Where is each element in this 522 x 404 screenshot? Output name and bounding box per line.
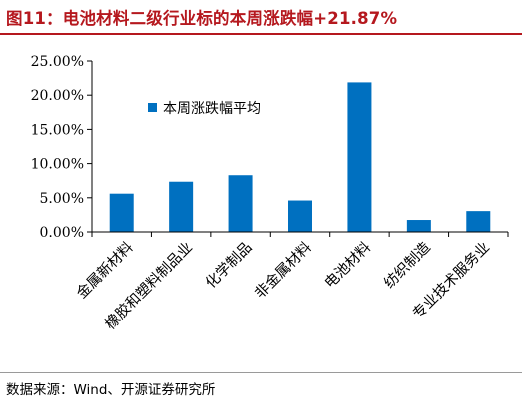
figure-title: 图11：电池材料二级行业标的本周涨跌幅+21.87% [6, 9, 398, 28]
bar-chart: 0.00% 5.00% 10.00% 15.00% 20.00% 25.00% 金属新材料… [31, 54, 509, 333]
y-tick-label: 20.00% [31, 88, 84, 104]
bar [169, 181, 194, 232]
title-divider [0, 33, 522, 35]
legend: 本周涨跌幅平均 [148, 101, 261, 117]
bar [109, 193, 134, 232]
y-tick-label: 15.00% [31, 122, 84, 138]
bar [228, 175, 253, 232]
bar [347, 82, 372, 232]
y-tick-label: 0.00% [40, 225, 84, 241]
x-category-label: 电池材料 [321, 239, 374, 292]
source-divider [0, 372, 522, 373]
y-tick-label: 25.00% [31, 54, 84, 70]
bar [406, 220, 431, 232]
bar [466, 211, 491, 232]
x-category-label: 纺织制造 [381, 238, 434, 291]
legend-swatch [148, 103, 157, 112]
legend-label: 本周涨跌幅平均 [163, 101, 261, 117]
x-category-label: 非金属材料 [252, 239, 315, 302]
y-axis: 0.00% 5.00% 10.00% 15.00% 20.00% 25.00% [31, 54, 93, 241]
x-category-label: 化学制品 [202, 239, 255, 292]
title-bar: 图11：电池材料二级行业标的本周涨跌幅+21.87% [0, 0, 522, 36]
x-category-label: 金属新材料 [73, 239, 136, 302]
bars [109, 82, 491, 232]
bar [288, 200, 312, 232]
data-source-note: 数据来源：Wind、开源证券研究所 [6, 382, 216, 398]
y-tick-label: 10.00% [31, 157, 84, 173]
y-tick-label: 5.00% [40, 191, 84, 207]
